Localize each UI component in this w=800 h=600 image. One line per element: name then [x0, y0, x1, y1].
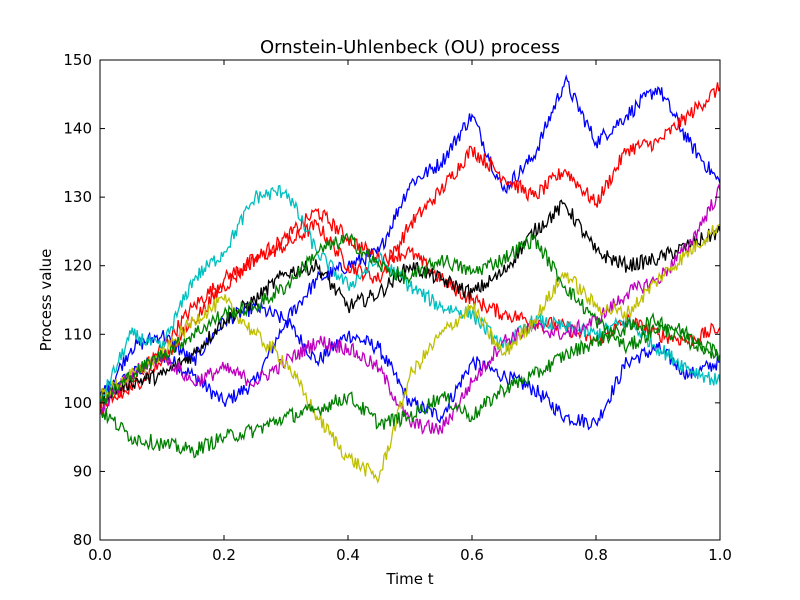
y-tick-label: 130 — [63, 188, 92, 206]
series-line-6 — [99, 184, 721, 404]
x-tick-label: 0.8 — [584, 546, 608, 564]
x-tick-label: 1.0 — [708, 546, 732, 564]
x-axis-title: Time t — [385, 570, 433, 588]
axes-layer: 0.0 0.2 0.4 0.6 0.8 1.0 80 90 100 110 120 130 140 150 — [63, 51, 732, 564]
x-tick-label: 0.0 — [88, 546, 112, 564]
chart-title: Ornstein-Uhlenbeck (OU) process — [260, 37, 560, 58]
y-tick-label: 140 — [63, 120, 92, 138]
y-tick-label: 110 — [63, 325, 92, 343]
y-tick-label: 80 — [73, 531, 92, 549]
plot-frame — [99, 59, 721, 541]
series-line-3 — [99, 82, 721, 409]
series-layer — [99, 74, 721, 485]
series-line-1 — [99, 318, 721, 431]
x-tick-label: 0.2 — [212, 546, 236, 564]
series-line-9 — [99, 311, 721, 459]
x-tick-label: 0.6 — [460, 546, 484, 564]
series-line-5 — [99, 199, 721, 402]
series-line-8 — [99, 223, 721, 485]
x-tick-label: 0.4 — [336, 546, 360, 564]
y-axis-title: Process value — [37, 249, 55, 352]
y-tick-label: 100 — [63, 394, 92, 412]
series-line-10 — [99, 232, 721, 406]
y-tick-label: 120 — [63, 257, 92, 275]
y-tick-label: 90 — [73, 462, 92, 480]
series-line-2 — [99, 74, 721, 404]
series-line-7 — [99, 183, 721, 435]
y-tick-label: 150 — [63, 51, 92, 69]
series-line-4 — [99, 207, 721, 415]
